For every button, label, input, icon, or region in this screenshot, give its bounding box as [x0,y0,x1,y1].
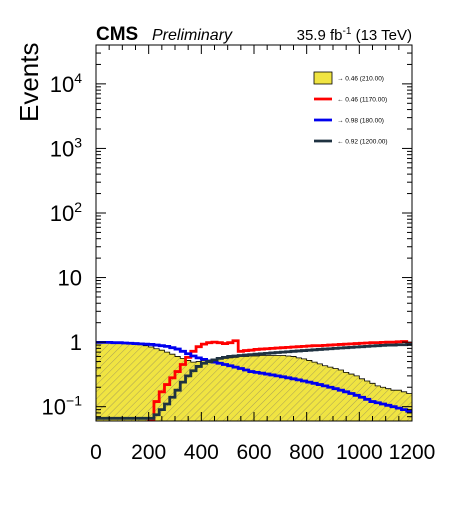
y-tick-exponent: 4 [74,70,82,86]
legend-label: → 0.98 (180.00) [337,118,384,125]
y-tick-label: 10 [58,266,82,291]
y-tick-base: 10 [50,72,74,97]
y-tick-base: 10 [50,201,74,226]
legend-label: → 0.46 (210.00) [337,76,384,83]
legend-label: ← 0.92 (1200.00) [337,139,388,146]
x-tick-label: 800 [289,441,324,464]
legend-label: ← 0.46 (1170.00) [337,97,387,104]
y-tick-exponent: 3 [74,134,82,150]
legend: → 0.46 (210.00) ← 0.46 (1170.00) → 0.98 (1… [313,71,388,146]
lumi-exponent: -1 [343,26,352,37]
lumi-energy: (13 TeV) [351,27,412,44]
x-tick-label: 600 [236,441,271,464]
cms-label: CMS [96,24,138,45]
x-tick-label: 1200 [389,441,436,464]
luminosity-label: 35.9 fb-1 (13 TeV) [297,26,412,44]
y-tick-label: 10−1 [42,393,83,420]
y-tick-label: 103 [50,134,82,161]
y-tick-exponent: 2 [74,199,82,215]
y-tick-base: 10 [42,395,66,420]
series-layer [96,339,412,421]
y-tick-label: 102 [50,199,82,226]
x-tick-label: 0 [90,441,102,464]
y-tick-exponent: −1 [66,393,82,409]
series-line-4 [96,343,412,420]
lumi-value: 35.9 fb [297,27,343,44]
x-tick-label: 200 [131,441,166,464]
y-tick-label: 104 [50,70,82,97]
y-axis-title: Events [14,43,44,123]
x-tick-label: 400 [184,441,219,464]
x-tick-label: 1000 [336,441,383,464]
preliminary-label: Preliminary [152,27,233,44]
y-tick-base: 10 [50,136,74,161]
series-line-2 [147,339,412,421]
legend-swatch [313,71,333,85]
y-tick-label: 1 [70,330,82,355]
series-line-3 [96,340,412,413]
